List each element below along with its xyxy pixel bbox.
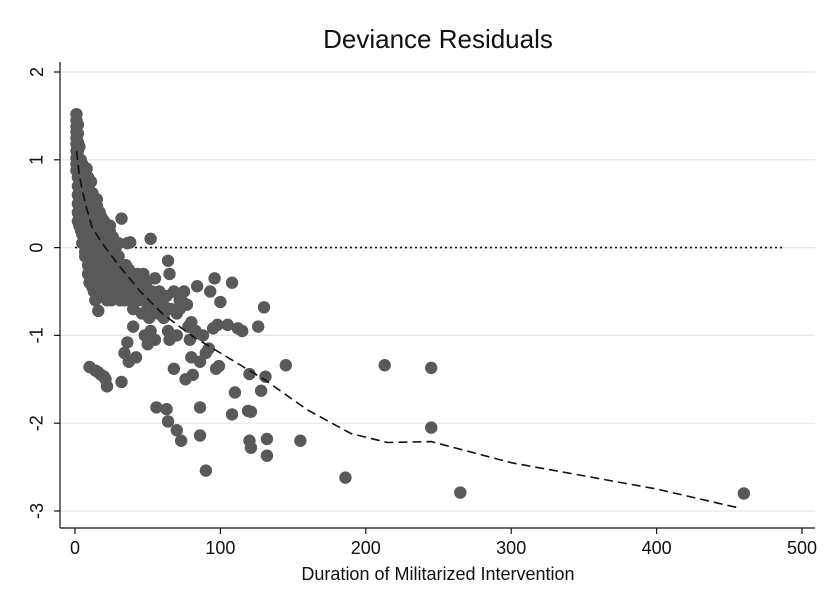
data-point (86, 186, 99, 200)
data-point (252, 320, 265, 333)
data-point (214, 295, 227, 309)
data-point (161, 254, 175, 267)
data-point (186, 368, 199, 382)
y-tick-label: 0 (27, 243, 47, 253)
fit-line (75, 150, 742, 510)
x-tick-label: 500 (787, 538, 817, 558)
chart-title: Deviance Residuals (323, 24, 553, 54)
data-point (212, 359, 226, 373)
data-point (73, 140, 86, 153)
data-point (225, 408, 239, 421)
data-point (260, 432, 274, 446)
data-point (71, 118, 85, 131)
data-point (167, 285, 181, 298)
data-point (243, 367, 256, 381)
data-point (150, 401, 163, 414)
y-tick-label: -1 (27, 327, 47, 343)
data-point (148, 272, 162, 285)
data-point (193, 429, 207, 442)
x-tick-label: 100 (205, 538, 235, 558)
x-tick-label: 300 (496, 538, 526, 558)
data-point (100, 380, 114, 393)
data-point (193, 401, 207, 414)
data-point (92, 304, 105, 318)
data-point (254, 384, 268, 397)
data-point (196, 329, 210, 342)
y-tick-label: 1 (27, 155, 47, 165)
x-tick-label: 400 (642, 538, 672, 558)
data-point (260, 449, 274, 462)
data-point (202, 342, 215, 355)
data-point (221, 318, 234, 332)
data-point (225, 276, 239, 289)
data-point (177, 285, 191, 298)
data-point (115, 212, 128, 225)
y-tick-label: 2 (27, 67, 47, 77)
data-point (257, 301, 271, 314)
scatter-points (70, 107, 751, 500)
data-point (148, 333, 162, 346)
x-tick-label: 0 (70, 538, 80, 558)
data-point (129, 351, 143, 364)
data-point (170, 329, 183, 342)
data-point (294, 434, 307, 447)
data-point (244, 405, 258, 418)
data-point (228, 386, 242, 399)
data-point (339, 471, 352, 484)
tick-labels: 2 1 0 -1 -2 -3 0 100 200 300 400 500 (27, 67, 817, 558)
data-point (236, 324, 249, 338)
x-axis-title: Duration of Militarized Intervention (301, 564, 574, 584)
data-point (84, 175, 98, 188)
data-point (71, 127, 85, 140)
data-point (199, 464, 213, 477)
data-point (190, 280, 204, 293)
data-point (126, 320, 140, 333)
data-point (204, 285, 217, 298)
data-point (167, 362, 181, 375)
data-point (78, 162, 92, 175)
axes (54, 62, 815, 534)
data-point (208, 272, 221, 285)
data-point (144, 232, 157, 246)
data-point (244, 441, 258, 454)
data-point (174, 434, 188, 447)
data-point (158, 301, 172, 314)
fitted-trend-line (75, 150, 742, 510)
y-tick-label: -3 (27, 503, 47, 519)
data-point (115, 375, 128, 389)
data-point (124, 236, 137, 249)
data-point (378, 359, 391, 372)
data-point (425, 361, 438, 375)
data-point (279, 359, 293, 372)
data-point (170, 424, 183, 437)
y-tick-label: -2 (27, 415, 47, 431)
data-point (160, 402, 173, 416)
data-point (737, 487, 751, 500)
x-tick-label: 200 (351, 538, 381, 558)
data-point (163, 267, 176, 281)
data-point (454, 486, 467, 499)
data-point (176, 295, 189, 309)
data-point (259, 370, 272, 383)
data-point (121, 336, 134, 349)
data-point (211, 318, 224, 332)
data-point (161, 415, 175, 428)
data-point (425, 421, 438, 434)
data-point (106, 230, 120, 244)
data-point (193, 355, 207, 368)
